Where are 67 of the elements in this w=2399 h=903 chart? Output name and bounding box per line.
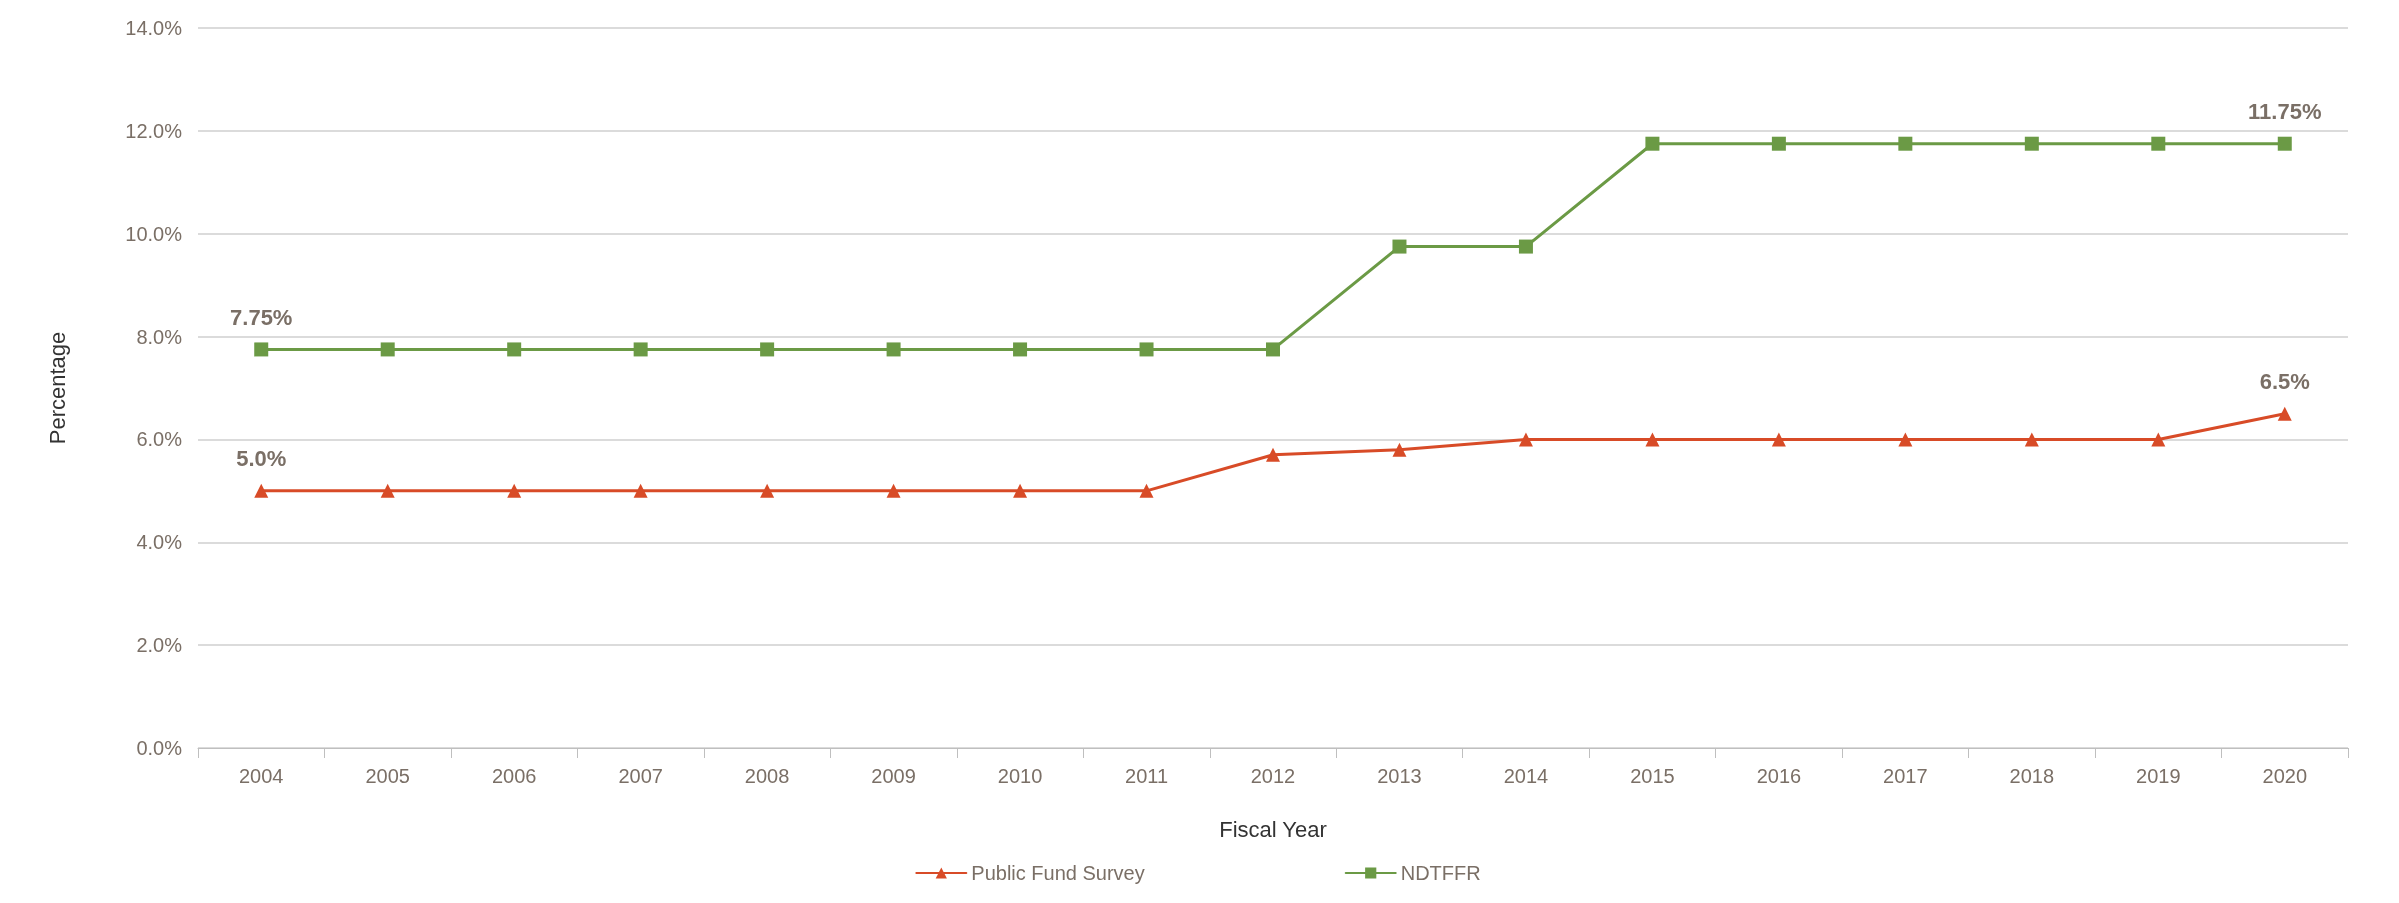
point xyxy=(254,342,269,357)
x-tick-label: 2005 xyxy=(365,765,410,787)
point xyxy=(2024,136,2039,151)
y-tick-label: 8.0% xyxy=(136,325,183,348)
point xyxy=(380,342,395,357)
x-axis-title: Fiscal Year xyxy=(1219,816,1327,842)
point xyxy=(1771,136,1786,151)
x-tick-label: 2020 xyxy=(2262,765,2308,787)
x-tick-label: 2017 xyxy=(1883,765,1928,787)
x-tick-label: 2011 xyxy=(1125,765,1169,787)
point xyxy=(1266,342,1280,357)
point xyxy=(2277,406,2292,421)
point xyxy=(1518,432,1533,447)
x-tick-label: 2015 xyxy=(1630,765,1675,787)
point xyxy=(1013,483,1028,498)
point xyxy=(2024,432,2039,447)
y-tick-label: 12.0% xyxy=(125,119,183,142)
point xyxy=(1898,136,1913,151)
x-tick-label: 2013 xyxy=(1377,765,1422,787)
point xyxy=(1139,342,1154,357)
point xyxy=(1645,432,1660,447)
y-tick-label: 0.0% xyxy=(136,737,183,759)
data-label: 5.0% xyxy=(236,446,287,472)
point xyxy=(1898,432,1913,447)
y-axis-title: Percentage xyxy=(44,331,70,445)
legend-label: Public Fund Survey xyxy=(971,862,1145,884)
x-tick-label: 2014 xyxy=(1503,765,1549,787)
point xyxy=(760,483,775,498)
data-label: 7.75% xyxy=(230,304,293,330)
x-tick-label: 2008 xyxy=(744,765,790,787)
x-tick-label: 2010 xyxy=(997,765,1043,787)
y-tick-label: 6.0% xyxy=(136,428,183,451)
x-tick-label: 2018 xyxy=(2009,765,2055,787)
point xyxy=(507,483,522,498)
point xyxy=(1518,239,1533,254)
x-tick-label: 2019 xyxy=(2136,765,2181,787)
x-tick-label: 2016 xyxy=(1756,765,1802,787)
x-tick-label: 2012 xyxy=(1250,765,1296,787)
point xyxy=(1139,483,1154,498)
y-tick-label: 10.0% xyxy=(125,222,183,245)
point xyxy=(886,483,901,498)
data-label: 6.5% xyxy=(2259,369,2310,395)
point xyxy=(2151,432,2166,447)
x-tick-label: 2006 xyxy=(491,765,537,787)
point xyxy=(2151,136,2166,151)
y-tick-label: 14.0% xyxy=(125,17,183,39)
point xyxy=(254,483,269,498)
point xyxy=(507,342,522,357)
point xyxy=(1013,342,1028,357)
y-tick-label: 4.0% xyxy=(136,531,183,554)
x-tick-label: 2007 xyxy=(618,765,663,787)
point xyxy=(1771,432,1786,447)
x-tick-label: 2009 xyxy=(871,765,916,787)
point xyxy=(380,483,395,498)
x-tick-label: 2004 xyxy=(238,765,284,787)
point xyxy=(633,342,648,357)
point xyxy=(1392,239,1407,254)
data-label: 11.75% xyxy=(2248,99,2322,125)
point xyxy=(886,342,901,357)
point xyxy=(1645,136,1660,151)
point xyxy=(633,483,648,498)
point xyxy=(1392,442,1407,457)
point xyxy=(2277,136,2292,151)
legend-label: NDTFFR xyxy=(1400,862,1481,884)
y-tick-label: 2.0% xyxy=(136,634,183,657)
point xyxy=(1266,447,1280,462)
point xyxy=(760,342,775,357)
